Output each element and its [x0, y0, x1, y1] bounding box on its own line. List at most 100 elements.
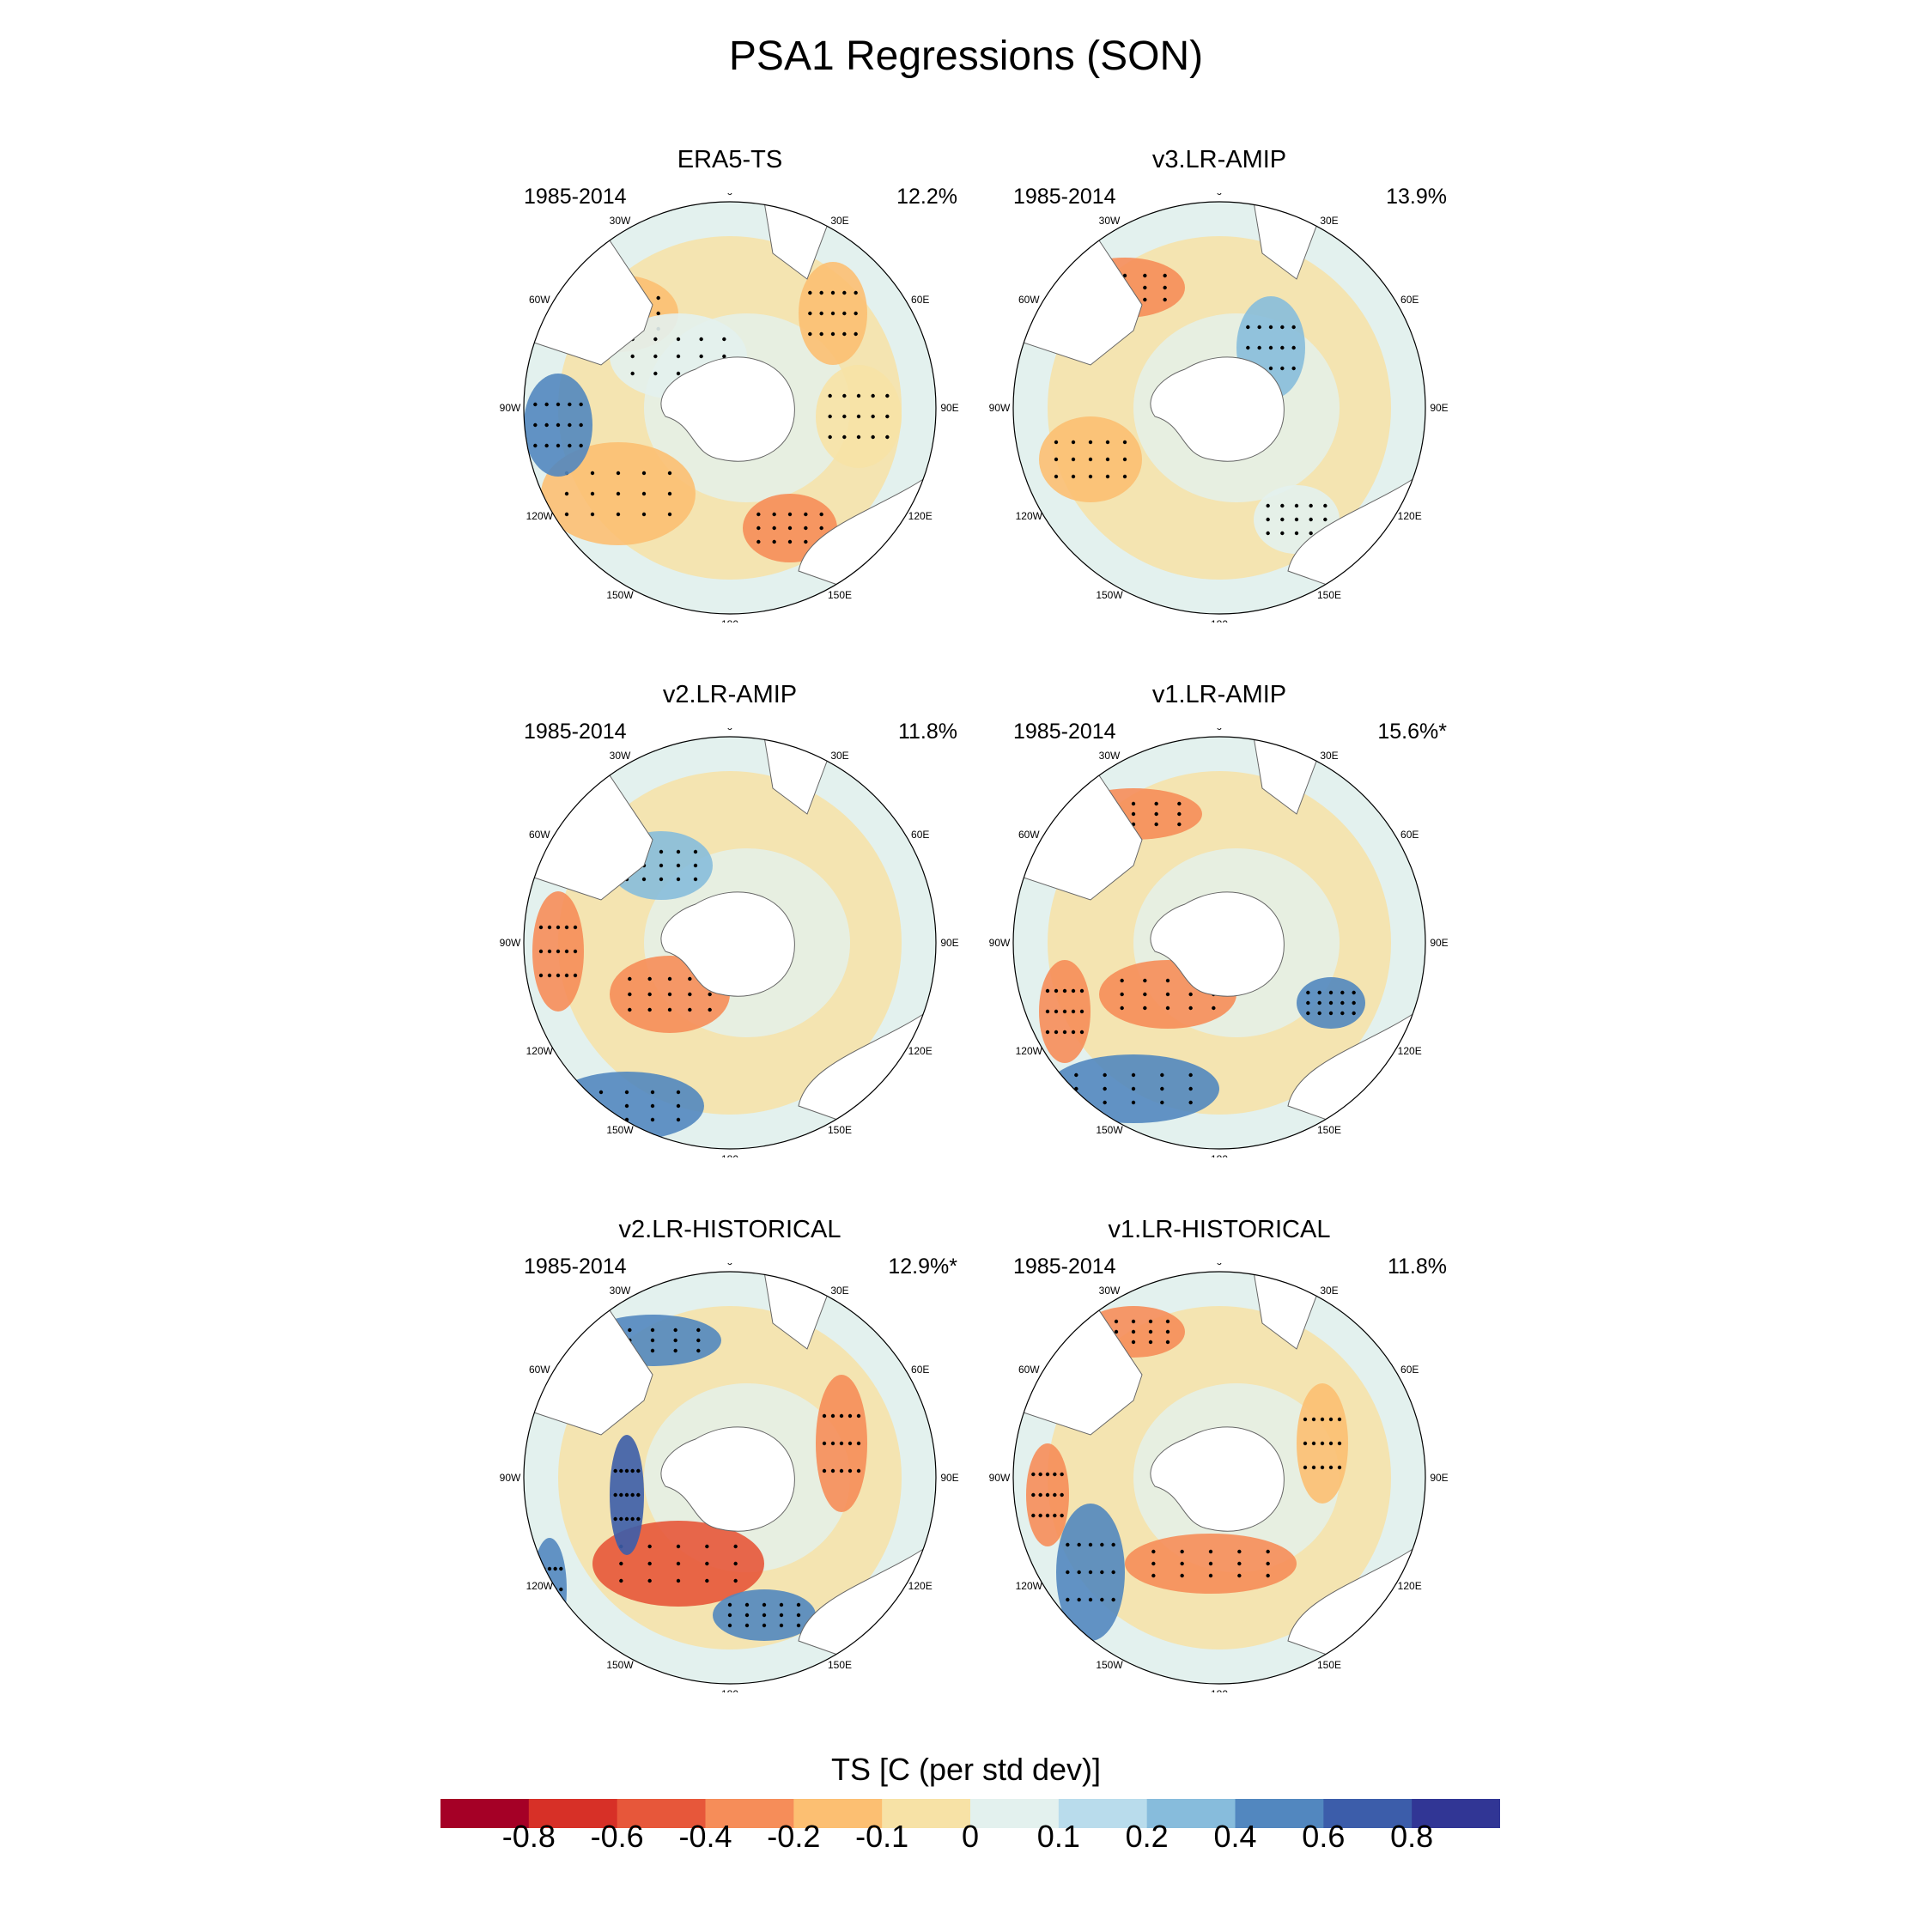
- longitude-label: 120E: [1398, 1580, 1422, 1592]
- significance-dot: [641, 512, 647, 517]
- significance-dot: [1280, 345, 1285, 350]
- map-frame: [523, 1271, 937, 1685]
- significance-dot: [624, 1103, 629, 1109]
- significance-dot: [1340, 990, 1345, 995]
- significance-dot: [1088, 1597, 1093, 1602]
- significance-dot: [828, 393, 832, 398]
- significance-dot: [1317, 990, 1321, 995]
- significance-dot: [1337, 1441, 1342, 1446]
- significance-dot: [856, 1441, 861, 1446]
- significance-dot: [744, 1613, 750, 1618]
- significance-dot: [708, 1007, 712, 1012]
- longitude-label: 180: [721, 1688, 738, 1692]
- significance-dot: [676, 1578, 681, 1583]
- significance-dot: [1054, 440, 1059, 445]
- significance-dot: [839, 1468, 844, 1473]
- significance-dot: [1309, 503, 1313, 508]
- significance-dot: [1328, 1417, 1334, 1422]
- longitude-label: 150E: [828, 1124, 852, 1136]
- significance-dot: [856, 414, 861, 419]
- significance-dot: [744, 1602, 750, 1607]
- significance-dot: [1280, 325, 1285, 330]
- significance-dot: [676, 1561, 681, 1566]
- colorbar-swatch: [440, 1799, 530, 1828]
- significance-dot: [1323, 517, 1327, 522]
- significance-dot: [564, 512, 569, 517]
- longitude-label: 90W: [989, 1472, 1011, 1484]
- significance-dot: [1340, 1000, 1345, 1005]
- significance-dot: [1268, 325, 1273, 330]
- significance-dot: [1045, 1492, 1050, 1498]
- significance-dot: [659, 877, 664, 882]
- significance-dot: [688, 992, 692, 997]
- significance-dot: [1163, 297, 1167, 302]
- significance-dot: [696, 1338, 701, 1343]
- significance-dot: [822, 1413, 827, 1419]
- map-frame: [1012, 201, 1426, 615]
- panel-title: ERA5-TS: [677, 146, 783, 173]
- significance-dot: [579, 443, 583, 448]
- significance-dot: [1154, 822, 1158, 827]
- panel-variance: 11.8%: [897, 720, 957, 744]
- panel-title: v2.LR-AMIP: [662, 681, 798, 708]
- significance-dot: [1154, 811, 1158, 817]
- significance-dot: [848, 1441, 853, 1446]
- significance-dot: [1088, 474, 1093, 479]
- significance-dot: [659, 849, 664, 854]
- significance-dot: [1303, 1417, 1308, 1422]
- significance-dot: [1303, 1465, 1308, 1470]
- significance-dot: [650, 1348, 655, 1353]
- significance-dot: [1188, 1100, 1193, 1105]
- significance-dot: [1114, 1319, 1119, 1324]
- significance-dot: [733, 1578, 738, 1583]
- significance-dot: [779, 1602, 784, 1607]
- significance-dot: [564, 925, 569, 930]
- longitude-label: 30W: [610, 1285, 631, 1297]
- significance-dot: [1054, 457, 1059, 462]
- longitude-label: 90W: [500, 937, 521, 949]
- significance-dot: [779, 1623, 784, 1628]
- antarctica-landmass: [660, 1426, 795, 1532]
- significance-dot: [1031, 1492, 1036, 1498]
- significance-dot: [553, 1566, 557, 1571]
- longitude-label: 150W: [606, 1124, 634, 1136]
- significance-dot: [1131, 1329, 1136, 1334]
- significance-dot: [1309, 531, 1313, 536]
- significance-dot: [1054, 1030, 1059, 1035]
- significance-dot: [1291, 345, 1296, 350]
- significance-dot: [1045, 1513, 1050, 1518]
- significance-dot: [1294, 517, 1299, 522]
- significance-dot: [676, 1117, 681, 1122]
- significance-dot: [1311, 1417, 1316, 1422]
- significance-dot: [1111, 1597, 1115, 1602]
- significance-dot: [1143, 978, 1147, 983]
- significance-dot: [656, 295, 660, 301]
- significance-dot: [830, 1441, 835, 1446]
- significance-dot: [1328, 1000, 1334, 1005]
- significance-dot: [1148, 1329, 1153, 1334]
- significance-dot: [647, 1561, 652, 1566]
- significance-dot: [656, 311, 660, 316]
- significance-dot: [705, 1544, 709, 1549]
- longitude-label: 30E: [830, 750, 848, 762]
- map-panel-v3-amip: v3.LR-AMIP 1985-2014 13.9% 0 30E 60E 90E 120…: [979, 146, 1460, 627]
- significance-dot: [856, 393, 861, 398]
- significance-dot: [1188, 992, 1193, 997]
- significance-dot: [556, 925, 561, 930]
- significance-dot: [822, 1441, 827, 1446]
- significance-dot: [1352, 1000, 1356, 1005]
- significance-dot: [733, 1544, 738, 1549]
- significance-dot: [796, 1602, 801, 1607]
- significance-dot: [1151, 1573, 1156, 1578]
- significance-dot: [547, 1566, 552, 1571]
- polar-map: 0 30E 60E 90E 120E 150E 180 150W 120W 90W 60W 30W: [989, 728, 1449, 1157]
- significance-dot: [1180, 1561, 1184, 1566]
- significance-dot: [708, 992, 712, 997]
- significance-dot: [1291, 366, 1296, 371]
- significance-dot: [1105, 440, 1110, 445]
- significance-dot: [1317, 1011, 1321, 1016]
- significance-dot: [1266, 1573, 1270, 1578]
- significance-dot: [688, 976, 692, 981]
- significance-dot: [1208, 1549, 1213, 1554]
- significance-dot: [538, 949, 544, 954]
